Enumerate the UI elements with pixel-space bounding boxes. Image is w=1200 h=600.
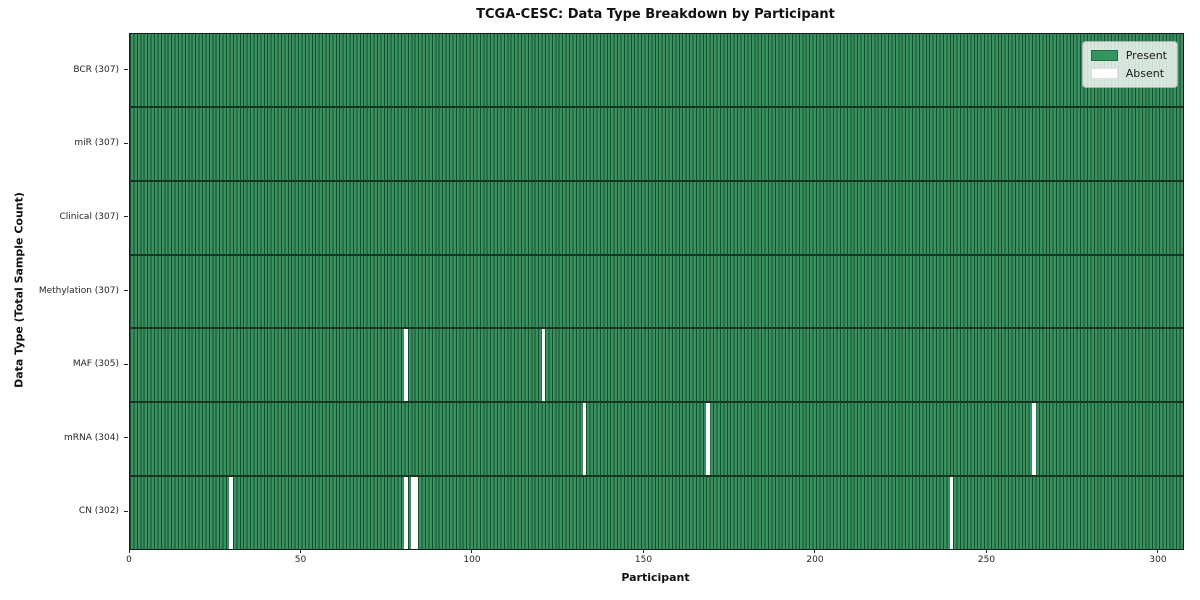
x-tick-label-300: 300 [1149, 555, 1167, 565]
y-tick-label-miR: miR (307) [74, 138, 119, 149]
row-CN [130, 477, 1183, 550]
absent-gap-CN-29 [229, 477, 233, 550]
y-tick-label-MAF: MAF (305) [72, 359, 119, 370]
absent-gap-mRNA-132 [582, 403, 587, 476]
x-tick-mark [128, 549, 130, 553]
row-Methylation [130, 255, 1183, 330]
absent-gap-CN-239 [949, 477, 954, 550]
y-tick-mark [124, 142, 128, 144]
x-tick-mark [299, 549, 301, 553]
y-tick-mark [124, 290, 128, 291]
y-tick-mark [124, 437, 128, 439]
row-mRNA [130, 403, 1183, 478]
plot-area: Present Absent [129, 33, 1184, 550]
x-tick-label-0: 0 [126, 555, 132, 565]
row-miR [130, 107, 1183, 182]
legend-label: Absent [1125, 67, 1165, 80]
absent-gap-CN-80 [404, 477, 408, 550]
legend-swatch-present [1090, 50, 1118, 61]
y-tick-label-Clinical: Clinical (307) [59, 211, 119, 222]
absent-gap-MAF-120 [541, 329, 546, 402]
absent-gap-CN-83 [414, 477, 419, 550]
x-tick-mark [814, 549, 816, 553]
x-tick-label-250: 250 [977, 555, 996, 565]
y-axis: BCR (307) miR (307) Clinical (307) Methylat… [0, 33, 129, 548]
y-tick-mark [124, 510, 128, 512]
x-tick-mark [985, 549, 987, 553]
x-tick-label-50: 50 [294, 555, 307, 565]
x-tick-label-150: 150 [634, 555, 653, 565]
x-axis: 0 50 100 150 200 250 300 [126, 549, 1182, 575]
y-tick-label-Methylation: Methylation (307) [38, 285, 119, 296]
y-tick-label-mRNA: mRNA (304) [64, 432, 119, 443]
x-tick-mark [642, 549, 644, 553]
legend-label: Present [1125, 49, 1167, 62]
y-tick-label-BCR: BCR (307) [73, 64, 119, 75]
absent-gap-CN-82 [411, 477, 415, 550]
y-tick-mark [124, 216, 128, 218]
y-tick-mark [124, 363, 128, 365]
y-tick-mark [124, 69, 128, 71]
absent-gap-mRNA-168 [706, 403, 710, 476]
row-Clinical [130, 181, 1183, 256]
x-axis-label: Participant [621, 571, 690, 584]
legend-item-present: Present [1090, 49, 1167, 62]
x-tick-label-200: 200 [806, 555, 824, 565]
x-tick-mark [1157, 549, 1159, 553]
legend-item-absent: Absent [1090, 67, 1167, 80]
absent-gap-mRNA-263 [1032, 403, 1036, 476]
x-tick-label-100: 100 [463, 555, 481, 565]
row-BCR [130, 34, 1183, 108]
x-tick-mark [471, 549, 473, 553]
row-MAF [130, 329, 1183, 404]
absent-gap-MAF-80 [404, 329, 408, 402]
y-tick-label-CN: CN (302) [78, 506, 119, 517]
legend-swatch-absent [1090, 68, 1118, 79]
chart-title: TCGA-CESC: Data Type Breakdown by Partic… [476, 7, 835, 22]
legend: Present Absent [1081, 41, 1178, 88]
